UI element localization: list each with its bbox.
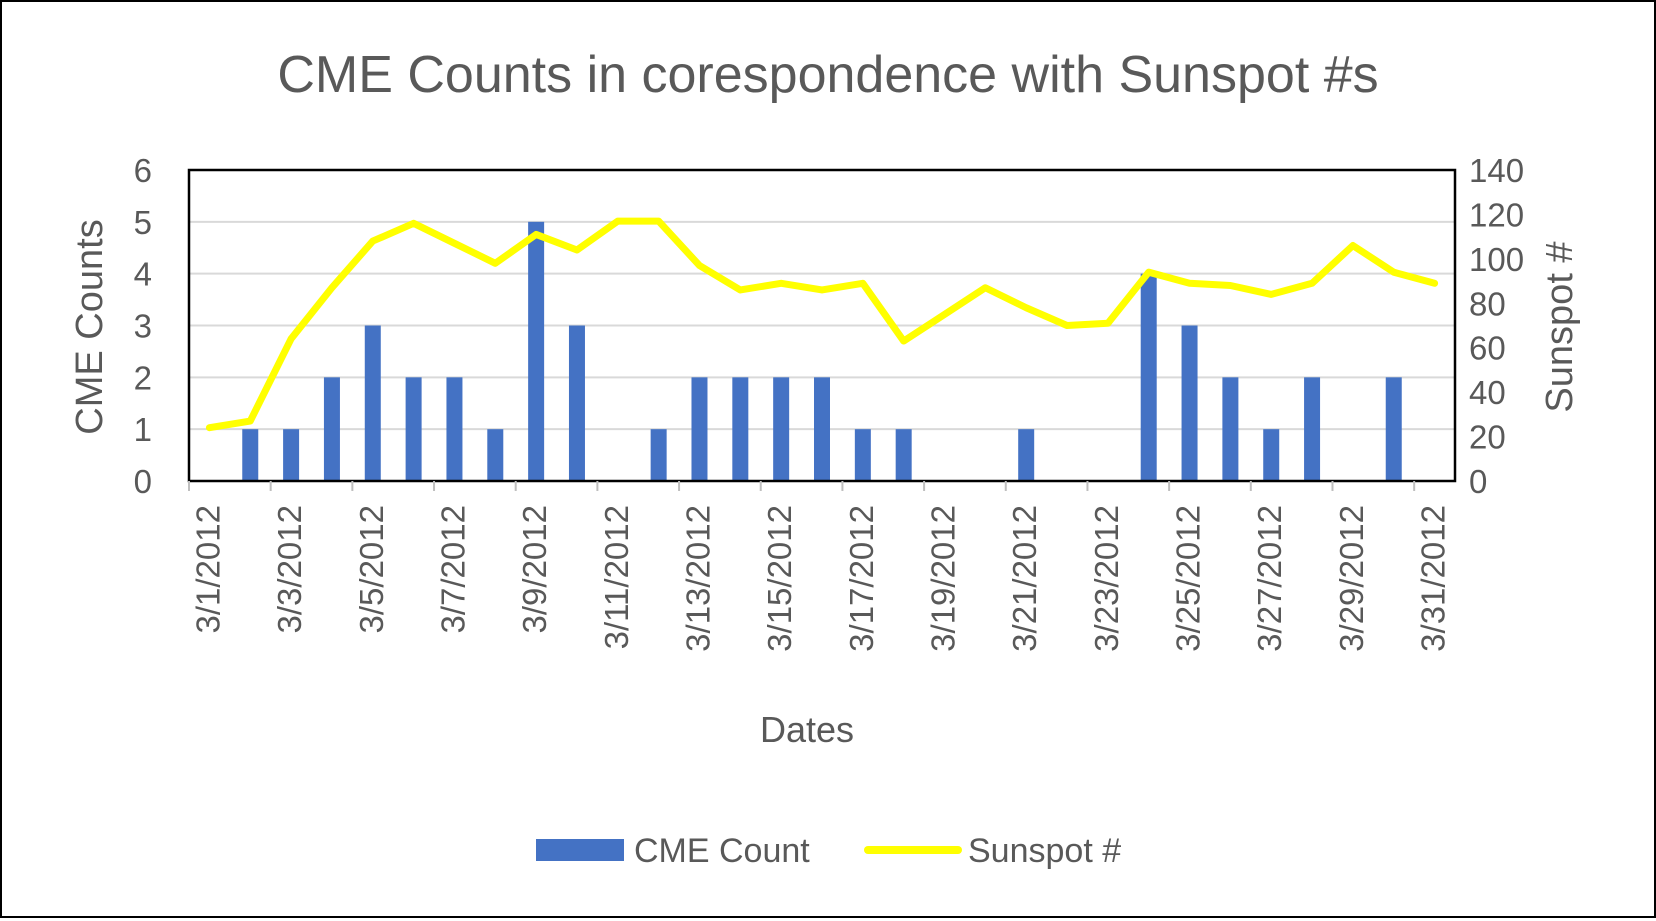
bar-cme-count <box>364 325 381 481</box>
bar-cme-count <box>528 221 545 482</box>
line-sunspot <box>205 217 1439 432</box>
y-axis-left-label: CME Counts <box>69 219 111 434</box>
bar-cme-count <box>405 377 422 481</box>
x-tick-label: 3/21/2012 <box>1006 505 1043 652</box>
bar-cme-count <box>732 377 749 481</box>
bar-cme-count <box>895 429 912 481</box>
chart-title: CME Counts in corespondence with Sunspot… <box>277 46 1378 104</box>
bar-cme-count <box>691 377 708 481</box>
y-right-tick-label: 20 <box>1469 419 1506 456</box>
x-tick-label: 3/23/2012 <box>1088 505 1125 652</box>
grid-lines <box>189 220 1455 431</box>
y-right-tick-label: 40 <box>1469 374 1506 411</box>
bar-cme-count <box>1018 429 1035 481</box>
y-right-tick-label: 120 <box>1469 196 1524 233</box>
y-right-tick-label: 60 <box>1469 330 1506 367</box>
legend-swatch-cme-count <box>536 839 624 861</box>
x-tick-label: 3/27/2012 <box>1251 505 1288 652</box>
bar-cme-count <box>1181 325 1198 481</box>
legend-label-sunspot: Sunspot # <box>968 832 1121 870</box>
bar-cme-count <box>854 429 871 481</box>
bar-cme-count <box>1222 377 1239 481</box>
y-left-tick-label: 0 <box>134 463 152 500</box>
x-tick-label: 3/3/2012 <box>271 505 308 633</box>
x-tick-label: 3/11/2012 <box>598 505 635 649</box>
x-tick-label: 3/19/2012 <box>925 505 962 652</box>
bar-cme-count <box>283 429 300 481</box>
y-right-tick-label: 100 <box>1469 241 1524 278</box>
y-left-tick-label: 1 <box>134 411 152 448</box>
line-series <box>205 217 1439 432</box>
x-tick-label: 3/17/2012 <box>843 505 880 652</box>
bar-cme-count <box>242 429 259 481</box>
bar-cme-count <box>650 429 667 481</box>
x-tick-label: 3/9/2012 <box>516 505 553 633</box>
axes <box>187 168 1457 491</box>
x-tick-label: 3/15/2012 <box>761 505 798 652</box>
bar-series <box>242 221 1402 482</box>
y-left-tick-label: 5 <box>134 204 152 241</box>
bar-cme-count <box>773 377 790 481</box>
bar-cme-count <box>1304 377 1321 481</box>
y-left-tick-label: 3 <box>134 308 152 345</box>
x-tick-label: 3/5/2012 <box>353 505 390 633</box>
bar-cme-count <box>568 325 585 481</box>
y-right-tick-label: 0 <box>1469 463 1487 500</box>
legend: CME Count Sunspot # <box>536 832 1121 870</box>
bar-cme-count <box>814 377 830 481</box>
x-tick-label: 3/31/2012 <box>1415 505 1452 652</box>
bar-cme-count <box>1385 377 1402 481</box>
x-tick-label: 3/7/2012 <box>434 505 471 633</box>
bar-cme-count <box>1263 429 1280 481</box>
y-left-tick-label: 6 <box>134 152 152 189</box>
bar-cme-count <box>323 377 340 481</box>
x-tick-label: 3/1/2012 <box>189 505 226 633</box>
bar-cme-count <box>487 429 504 481</box>
x-tick-label: 3/29/2012 <box>1333 505 1370 652</box>
x-axis-label: Dates <box>760 709 854 750</box>
x-tick-label: 3/13/2012 <box>679 505 716 652</box>
y-right-tick-label: 80 <box>1469 285 1506 322</box>
legend-label-cme-count: CME Count <box>634 832 810 870</box>
y-left-tick-label: 4 <box>134 256 152 293</box>
bar-cme-count <box>446 377 463 481</box>
bar-cme-count <box>1140 273 1157 481</box>
plot-area-border <box>187 168 1457 483</box>
y-left-tick-label: 2 <box>134 359 152 396</box>
y-axis-right-label: Sunspot # <box>1539 241 1581 412</box>
x-tick-label: 3/25/2012 <box>1170 505 1207 652</box>
y-right-tick-label: 140 <box>1469 152 1524 189</box>
